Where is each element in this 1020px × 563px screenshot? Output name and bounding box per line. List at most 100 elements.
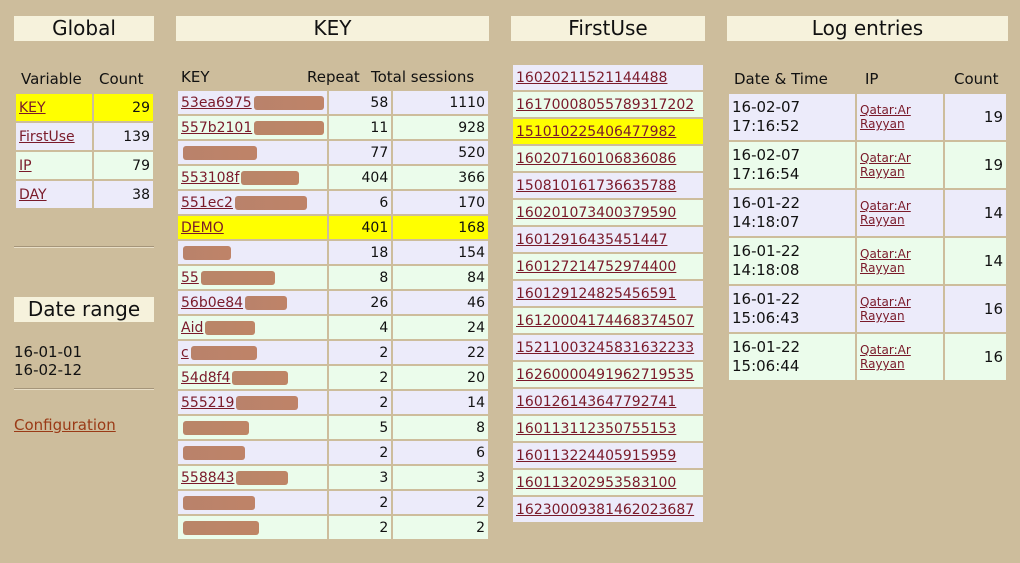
firstuse-link[interactable]: 15211003245831632233 (516, 339, 695, 356)
redaction-mark (183, 420, 249, 435)
firstuse-link[interactable]: 16260000491962719535 (516, 366, 695, 383)
table-row: 551ec2 6 170 (178, 191, 488, 214)
key-link[interactable]: 55 (181, 269, 199, 286)
key-cell (178, 141, 328, 164)
key-repeat: 2 (329, 366, 392, 389)
firstuse-link[interactable]: 160201073400379590 (516, 204, 677, 221)
key-sessions: 154 (393, 241, 488, 264)
log-ip-link[interactable]: Qatar:Ar Rayyan (860, 151, 940, 179)
key-link[interactable]: 555219 (181, 394, 235, 411)
firstuse-link[interactable]: 16012916435451447 (516, 231, 668, 248)
log-col-count: Count (954, 70, 999, 88)
configuration-link[interactable]: Configuration (14, 416, 116, 434)
firstuse-link[interactable]: 160129124825456591 (516, 285, 677, 302)
global-variable-link[interactable]: FirstUse (19, 128, 75, 145)
key-link[interactable]: 551ec2 (181, 194, 233, 211)
log-datetime: 16-01-22 15:06:43 (729, 286, 855, 332)
log-date: 16-02-07 (732, 98, 801, 116)
table-row: 555219 2 14 (178, 391, 488, 414)
key-link[interactable]: 54d8f4 (181, 369, 231, 386)
key-repeat: 6 (329, 191, 392, 214)
firstuse-cell: 16020211521144488 (513, 65, 703, 90)
redaction-mark (254, 120, 325, 135)
redaction-mark (200, 270, 275, 285)
firstuse-cell: 160113112350755153 (513, 416, 703, 441)
global-variable-link[interactable]: KEY (19, 99, 46, 116)
global-row: FirstUse 139 (16, 123, 153, 150)
global-variable-link[interactable]: DAY (19, 186, 47, 203)
global-count: 38 (94, 181, 153, 208)
log-ip-link[interactable]: Qatar:Ar Rayyan (860, 199, 940, 227)
key-col-key: KEY (181, 68, 210, 86)
firstuse-link[interactable]: 16120004174468374507 (516, 312, 695, 329)
firstuse-link[interactable]: 16170008055789317202 (516, 96, 695, 113)
global-divider (14, 246, 154, 248)
key-sessions: 928 (393, 116, 488, 139)
redaction-mark (190, 345, 257, 360)
key-header: KEY (176, 16, 489, 41)
firstuse-link[interactable]: 150810161736635788 (516, 177, 677, 194)
key-sessions: 22 (393, 341, 488, 364)
key-cell: 54d8f4 (178, 366, 328, 389)
log-count: 14 (945, 238, 1006, 284)
firstuse-link[interactable]: 16230009381462023687 (516, 501, 695, 518)
log-ip-line1: Qatar:Ar (860, 247, 911, 261)
firstuse-link[interactable]: 160113112350755153 (516, 420, 677, 437)
firstuse-cell: 160113224405915959 (513, 443, 703, 468)
log-count: 16 (945, 334, 1006, 380)
key-link[interactable]: 56b0e84 (181, 294, 244, 311)
key-link[interactable]: Aid (181, 319, 204, 336)
key-cell: 555219 (178, 391, 328, 414)
log-ip-link[interactable]: Qatar:Ar Rayyan (860, 247, 940, 275)
firstuse-header: FirstUse (511, 16, 705, 41)
global-variable-cell: DAY (16, 181, 92, 208)
firstuse-cell: 16120004174468374507 (513, 308, 703, 333)
firstuse-link[interactable]: 16020211521144488 (516, 69, 668, 86)
log-date: 16-01-22 (732, 338, 801, 356)
list-item: 160207160106836086 (513, 146, 703, 171)
redaction-mark (183, 145, 257, 160)
key-sessions: 14 (393, 391, 488, 414)
log-count: 16 (945, 286, 1006, 332)
firstuse-link[interactable]: 160207160106836086 (516, 150, 677, 167)
log-datetime: 16-02-07 17:16:52 (729, 94, 855, 140)
global-variable-cell: FirstUse (16, 123, 92, 150)
log-datetime: 16-02-07 17:16:54 (729, 142, 855, 188)
key-link[interactable]: 53ea6975 (181, 94, 252, 111)
firstuse-link[interactable]: 160113202953583100 (516, 474, 677, 491)
table-row: DEMO 401 168 (178, 216, 488, 239)
log-row: 16-01-22 15:06:44 Qatar:Ar Rayyan 16 (729, 334, 1006, 380)
key-sessions: 46 (393, 291, 488, 314)
list-item: 15211003245831632233 (513, 335, 703, 360)
log-time: 14:18:08 (732, 261, 800, 279)
log-ip-link[interactable]: Qatar:Ar Rayyan (860, 343, 940, 371)
log-col-date: Date & Time (734, 70, 828, 88)
log-ip: Qatar:Ar Rayyan (857, 238, 943, 284)
date-range-to: 16-02-12 (14, 361, 83, 379)
list-item: 160127214752974400 (513, 254, 703, 279)
global-variable-link[interactable]: IP (19, 157, 32, 174)
key-link[interactable]: DEMO (181, 219, 224, 236)
firstuse-cell: 160201073400379590 (513, 200, 703, 225)
key-link[interactable]: c (181, 344, 189, 361)
key-link[interactable]: 557b2101 (181, 119, 253, 136)
firstuse-link[interactable]: 151010225406477982 (516, 123, 677, 140)
log-col-ip: IP (865, 70, 879, 88)
global-row: DAY 38 (16, 181, 153, 208)
key-repeat: 11 (329, 116, 392, 139)
firstuse-link[interactable]: 160127214752974400 (516, 258, 677, 275)
log-ip-link[interactable]: Qatar:Ar Rayyan (860, 103, 940, 131)
key-link[interactable]: 558843 (181, 469, 235, 486)
log-ip-link[interactable]: Qatar:Ar Rayyan (860, 295, 940, 323)
log-ip-line1: Qatar:Ar (860, 295, 911, 309)
key-sessions: 520 (393, 141, 488, 164)
key-cell: 551ec2 (178, 191, 328, 214)
firstuse-link[interactable]: 160126143647792741 (516, 393, 677, 410)
table-row: 77 520 (178, 141, 488, 164)
firstuse-table: 16020211521144488 16170008055789317202 151… (511, 63, 705, 524)
key-cell (178, 416, 328, 439)
key-link[interactable]: 553108f (181, 169, 240, 186)
redaction-mark (183, 245, 231, 260)
firstuse-link[interactable]: 160113224405915959 (516, 447, 677, 464)
